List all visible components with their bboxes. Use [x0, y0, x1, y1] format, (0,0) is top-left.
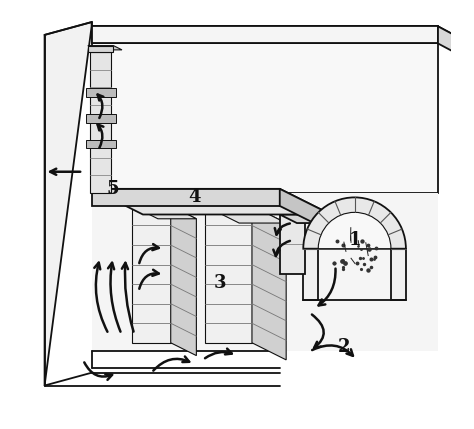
- Text: 5: 5: [107, 180, 119, 198]
- Polygon shape: [205, 206, 286, 223]
- Text: 4: 4: [188, 188, 201, 206]
- Polygon shape: [91, 26, 438, 43]
- Polygon shape: [86, 140, 116, 148]
- Polygon shape: [171, 206, 196, 356]
- Polygon shape: [91, 193, 438, 351]
- Polygon shape: [86, 88, 116, 97]
- Polygon shape: [45, 22, 91, 386]
- Polygon shape: [86, 114, 116, 123]
- Text: 1: 1: [348, 231, 361, 249]
- Polygon shape: [280, 214, 322, 223]
- Text: 2: 2: [337, 338, 350, 356]
- Polygon shape: [438, 26, 464, 57]
- Polygon shape: [91, 26, 464, 40]
- Polygon shape: [91, 189, 280, 206]
- Polygon shape: [252, 206, 286, 360]
- Polygon shape: [280, 189, 331, 232]
- Polygon shape: [205, 206, 252, 343]
- Text: 3: 3: [214, 274, 226, 292]
- Wedge shape: [318, 212, 391, 249]
- Polygon shape: [90, 52, 111, 193]
- Polygon shape: [132, 206, 196, 219]
- Polygon shape: [88, 45, 122, 50]
- Polygon shape: [391, 249, 406, 300]
- Wedge shape: [303, 197, 406, 249]
- Polygon shape: [303, 249, 318, 300]
- Polygon shape: [91, 43, 438, 193]
- Polygon shape: [132, 206, 171, 343]
- Polygon shape: [91, 189, 331, 214]
- Polygon shape: [88, 45, 113, 52]
- Polygon shape: [280, 214, 305, 275]
